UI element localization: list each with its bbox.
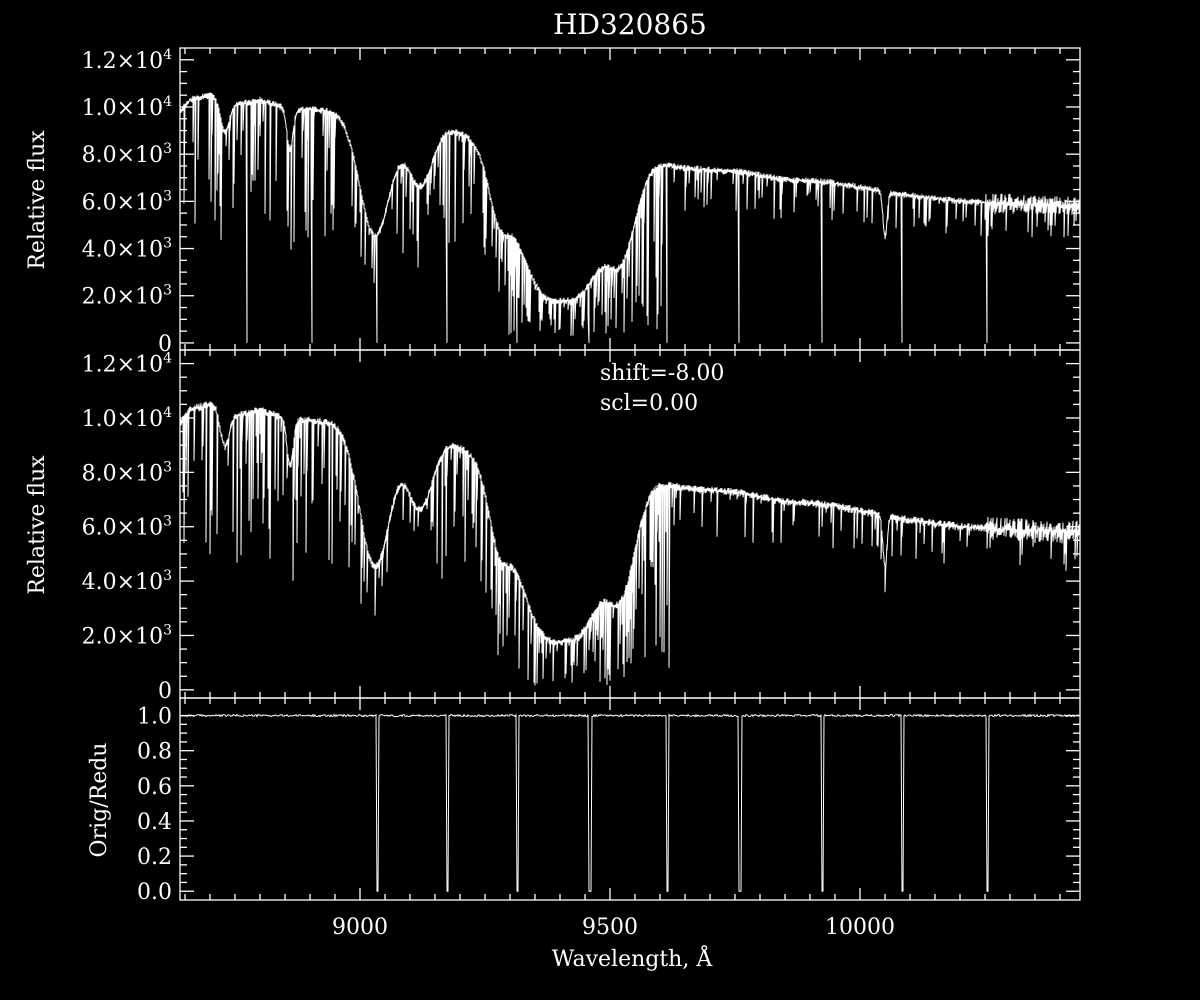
y-tick-label: 0.2 xyxy=(137,845,172,870)
y-tick-label: 1.0×104 xyxy=(82,405,172,432)
y-tick-label: 4.0×103 xyxy=(82,236,172,263)
spectrum-line xyxy=(180,401,1080,686)
x-tick-label: 9500 xyxy=(582,915,638,940)
ratio-line xyxy=(180,713,1080,892)
ratio-ylabel: Orig/Redu xyxy=(87,743,112,858)
middle-panel: 0 2.0×103 4.0×103 6.0×103 8.0×103 1.0×104 1.2×… xyxy=(82,349,1081,704)
y-tick-label: 1.2×104 xyxy=(82,47,172,74)
chart-title: HD320865 xyxy=(553,8,707,41)
y-tick-label: 6.0×103 xyxy=(82,514,172,541)
y-tick-label: 8.0×103 xyxy=(82,141,172,168)
spectrum-line xyxy=(180,92,1080,343)
y-tick-label: 8.0×103 xyxy=(82,459,172,486)
y-tick-label: 0.6 xyxy=(137,775,172,800)
y-tick-label: 0.4 xyxy=(137,810,172,835)
y-tick-label: 0.8 xyxy=(137,740,172,765)
ratio-panel: 0.0 0.2 0.4 0.6 0.8 1.0 9000 9500 10000 xyxy=(137,697,1081,940)
x-axis-label: Wavelength, Å xyxy=(552,944,714,972)
y-tick-label: 2.0×103 xyxy=(82,283,172,310)
y-tick-label: 1.0 xyxy=(137,705,172,730)
x-tick-label: 10000 xyxy=(825,915,895,940)
y-tick-label: 0.0 xyxy=(137,880,172,905)
top-panel: 0 2.0×103 4.0×103 6.0×103 8.0×103 1.0×104 1.2×… xyxy=(82,47,1081,357)
y-tick-label: 0 xyxy=(158,679,172,704)
y-tick-label: 1.0×104 xyxy=(82,94,172,121)
annotation-shift: shift=-8.00 xyxy=(600,361,724,386)
y-tick-label: 6.0×103 xyxy=(82,188,172,215)
middle-ylabel: Relative flux xyxy=(25,455,50,595)
plot-frame xyxy=(179,697,1081,901)
annotation-scl: scl=0.00 xyxy=(600,391,698,416)
y-tick-label: 4.0×103 xyxy=(82,568,172,595)
y-tick-label: 1.2×104 xyxy=(82,351,172,378)
top-ylabel: Relative flux xyxy=(25,130,50,270)
x-tick-label: 9000 xyxy=(332,915,388,940)
y-tick-label: 2.0×103 xyxy=(82,622,172,649)
y-tick-label: 0 xyxy=(158,332,172,357)
